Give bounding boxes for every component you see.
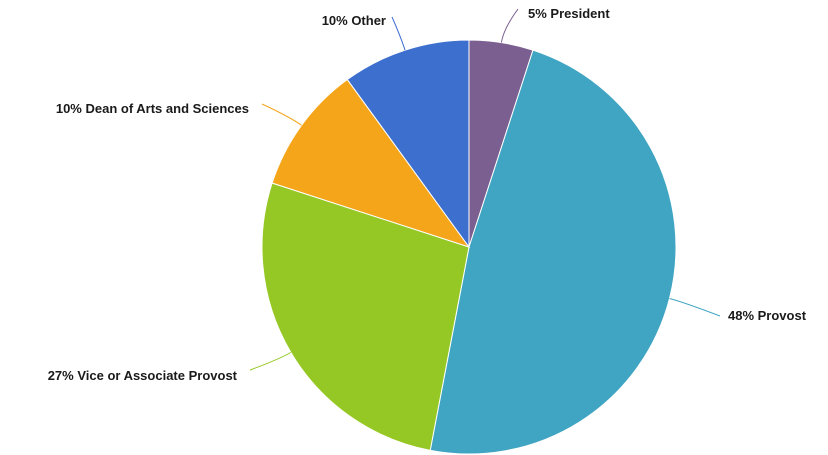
slice-label-president: 5% President [528, 6, 610, 21]
slice-label-dean-of-arts-and-sciences: 10% Dean of Arts and Sciences [56, 101, 249, 116]
slice-label-provost: 48% Provost [728, 308, 807, 323]
leader-line-other [392, 17, 405, 50]
leader-line-dean-of-arts-and-sciences [262, 104, 302, 125]
leader-line-president [501, 9, 518, 43]
slices-layer [262, 40, 676, 454]
leader-line-provost [670, 298, 721, 316]
slice-label-other: 10% Other [322, 13, 386, 28]
slice-label-vice-or-associate-provost: 27% Vice or Associate Provost [48, 368, 238, 383]
leader-line-vice-or-associate-provost [250, 352, 291, 370]
